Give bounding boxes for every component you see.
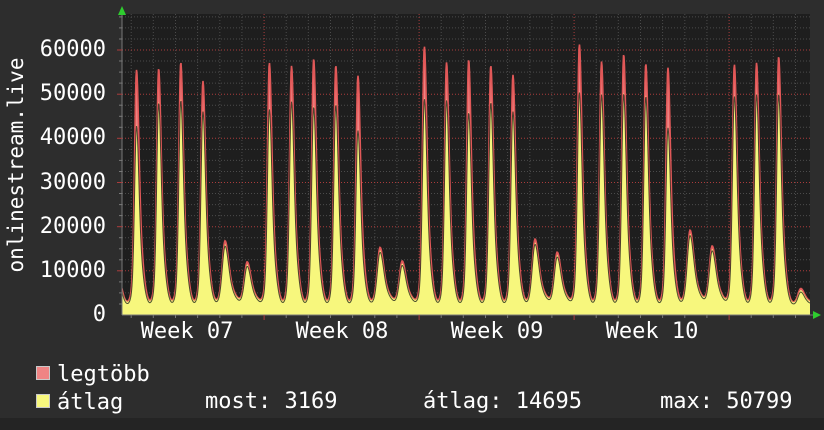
legend-label-atlag: átlag	[57, 390, 124, 415]
legend-label-legtobb: legtöbb	[57, 362, 150, 387]
x-axis-arrow-icon	[813, 311, 821, 319]
y-tick-label: 20000	[39, 214, 106, 239]
y-tick-label: 30000	[39, 170, 106, 195]
legend-swatch-atlag	[36, 394, 50, 408]
y-tick-label: 60000	[39, 37, 106, 62]
stat-max: max: 50799	[660, 389, 793, 414]
bottom-strip	[0, 418, 824, 430]
y-tick-label: 0	[92, 302, 106, 327]
stat-atlag: átlag: 14695	[423, 389, 582, 414]
x-tick-label: Week 07	[140, 319, 234, 344]
legend-swatch-legtobb	[36, 366, 50, 380]
x-tick-label: Week 09	[450, 319, 544, 344]
x-tick-label: Week 08	[295, 319, 389, 344]
y-tick-label: 50000	[39, 81, 106, 106]
y-axis-title: onlinestream.live	[4, 57, 28, 273]
x-tick-label: Week 10	[605, 319, 699, 344]
stat-most: most: 3169	[205, 389, 338, 414]
y-tick-label: 40000	[39, 125, 106, 150]
y-tick-label: 10000	[39, 258, 106, 283]
y-axis-arrow-icon	[118, 6, 126, 15]
